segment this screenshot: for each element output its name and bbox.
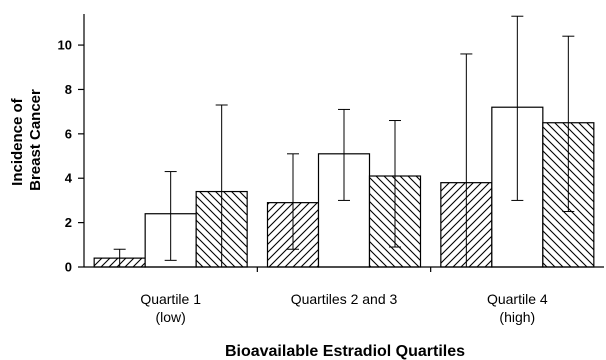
x-category-label: Quartiles 2 and 3 — [291, 291, 398, 307]
x-category-label-line: Quartile 4 — [487, 291, 548, 307]
x-category-label-line: (high) — [499, 309, 535, 325]
x-axis-category-labels: Quartile 1 (low) Quartiles 2 and 3 Quartile… — [140, 267, 548, 325]
y-axis-title-line-2: Breast Cancer — [27, 89, 44, 191]
x-category-label-line: Quartiles 2 and 3 — [291, 291, 398, 307]
x-axis-title: Bioavailable Estradiol Quartiles — [225, 343, 465, 360]
y-tick-label: 0 — [65, 260, 72, 275]
x-category-label: Quartile 1 (low) — [140, 291, 201, 325]
x-category-label-line: (low) — [155, 309, 185, 325]
y-tick-label: 6 — [65, 126, 72, 141]
x-category-label: Quartile 4 (high) — [487, 291, 548, 325]
y-tick-label: 8 — [65, 82, 72, 97]
y-tick-label: 10 — [58, 38, 72, 53]
y-tick-label: 2 — [65, 215, 72, 230]
y-axis-title: Incidence of Breast Cancer — [9, 89, 44, 191]
plot-area — [93, 15, 595, 268]
y-axis-ticks: 0 2 4 6 8 10 — [58, 38, 84, 275]
x-category-label-line: Quartile 1 — [140, 291, 201, 307]
y-tick-label: 4 — [65, 171, 73, 186]
y-axis-title-line-1: Incidence of — [9, 97, 26, 186]
